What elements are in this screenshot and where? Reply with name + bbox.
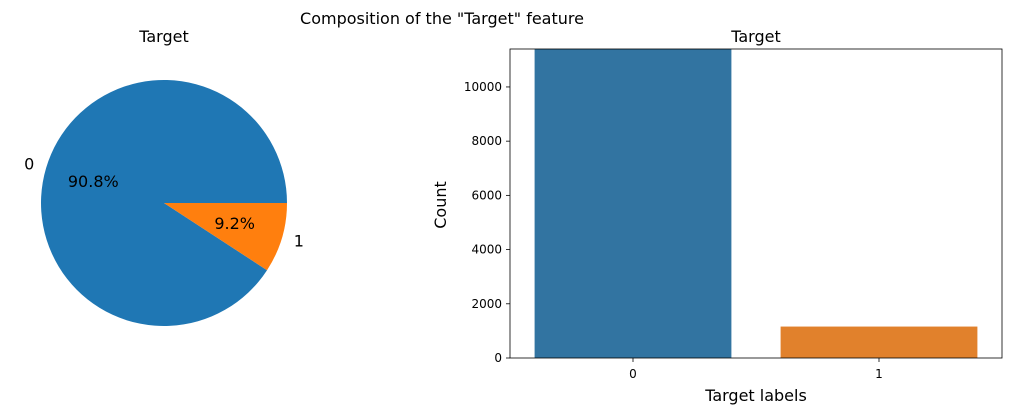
- pie-label-1: 1: [294, 232, 304, 251]
- bar-title: Target: [730, 27, 781, 46]
- pie-pct-label-0: 90.8%: [68, 172, 119, 191]
- pie-chart: Target 0 90.8% 1 9.2%: [24, 27, 304, 327]
- x-tick-label-0: 0: [629, 367, 637, 381]
- bar-plot-area: 0 1 0 2000 4000 6000 8000 10000: [464, 48, 1003, 381]
- y-tick-label: 10000: [464, 80, 502, 94]
- pie-slices: [41, 80, 288, 327]
- y-tick-label: 4000: [471, 243, 502, 257]
- pie-labels: 0 90.8% 1 9.2%: [24, 154, 304, 250]
- y-tick-label: 6000: [471, 188, 502, 202]
- y-tick-label: 2000: [471, 297, 502, 311]
- y-axis-label: Count: [431, 181, 450, 229]
- pie-pct-label-1: 9.2%: [214, 214, 255, 233]
- bar-axes-frame: [509, 48, 1003, 359]
- bar-chart: Target 0 1 0 2000 4000 6000 8000 10000 Target l…: [431, 27, 1003, 405]
- pie-label-0: 0: [24, 154, 34, 173]
- y-tick-label: 8000: [471, 134, 502, 148]
- figure-suptitle: Composition of the "Target" feature: [300, 9, 584, 28]
- bar-0: [534, 49, 732, 358]
- y-tick-label: 0: [494, 351, 502, 365]
- pie-slice-1: [164, 203, 287, 271]
- pie-title: Target: [138, 27, 189, 46]
- bar-1: [780, 326, 978, 358]
- x-tick-label-1: 1: [875, 367, 883, 381]
- x-axis-label: Target labels: [704, 386, 807, 405]
- pie-slice-0: [41, 80, 288, 327]
